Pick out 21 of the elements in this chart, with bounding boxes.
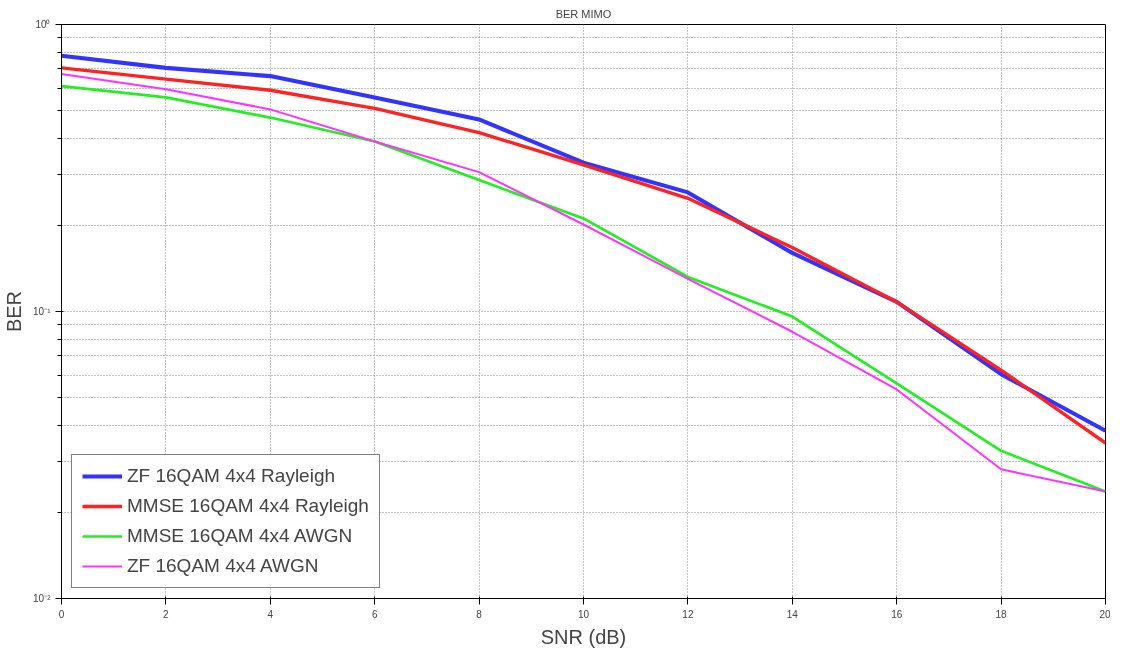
y-tick-label: 10⁻²	[33, 593, 52, 604]
legend-label: ZF 16QAM 4x4 AWGN	[127, 555, 319, 577]
x-axis-title: SNR (dB)	[540, 625, 627, 648]
legend-label: ZF 16QAM 4x4 Rayleigh	[127, 465, 336, 487]
x-tick-label: 14	[786, 608, 799, 620]
x-tick-label: 0	[58, 608, 65, 620]
x-tick-label: 10	[577, 608, 590, 620]
y-tick-label: 10⁰	[35, 19, 51, 30]
x-tick-label: 8	[476, 608, 483, 620]
legend-label: MMSE 16QAM 4x4 AWGN	[127, 525, 353, 547]
x-tick-label: 2	[163, 608, 170, 620]
x-tick-label: 12	[682, 608, 694, 620]
x-tick-label: 18	[995, 608, 1008, 620]
x-tick-label: 20	[1099, 608, 1111, 620]
y-tick-label: 10⁻¹	[33, 306, 52, 317]
x-tick-label: 4	[267, 608, 274, 620]
y-axis-title: BER	[3, 290, 26, 333]
chart-title: BER MIMO	[555, 7, 612, 20]
legend-label: MMSE 16QAM 4x4 Rayleigh	[127, 495, 369, 517]
x-tick-label: 6	[371, 608, 378, 620]
x-tick-label: 16	[891, 608, 903, 620]
